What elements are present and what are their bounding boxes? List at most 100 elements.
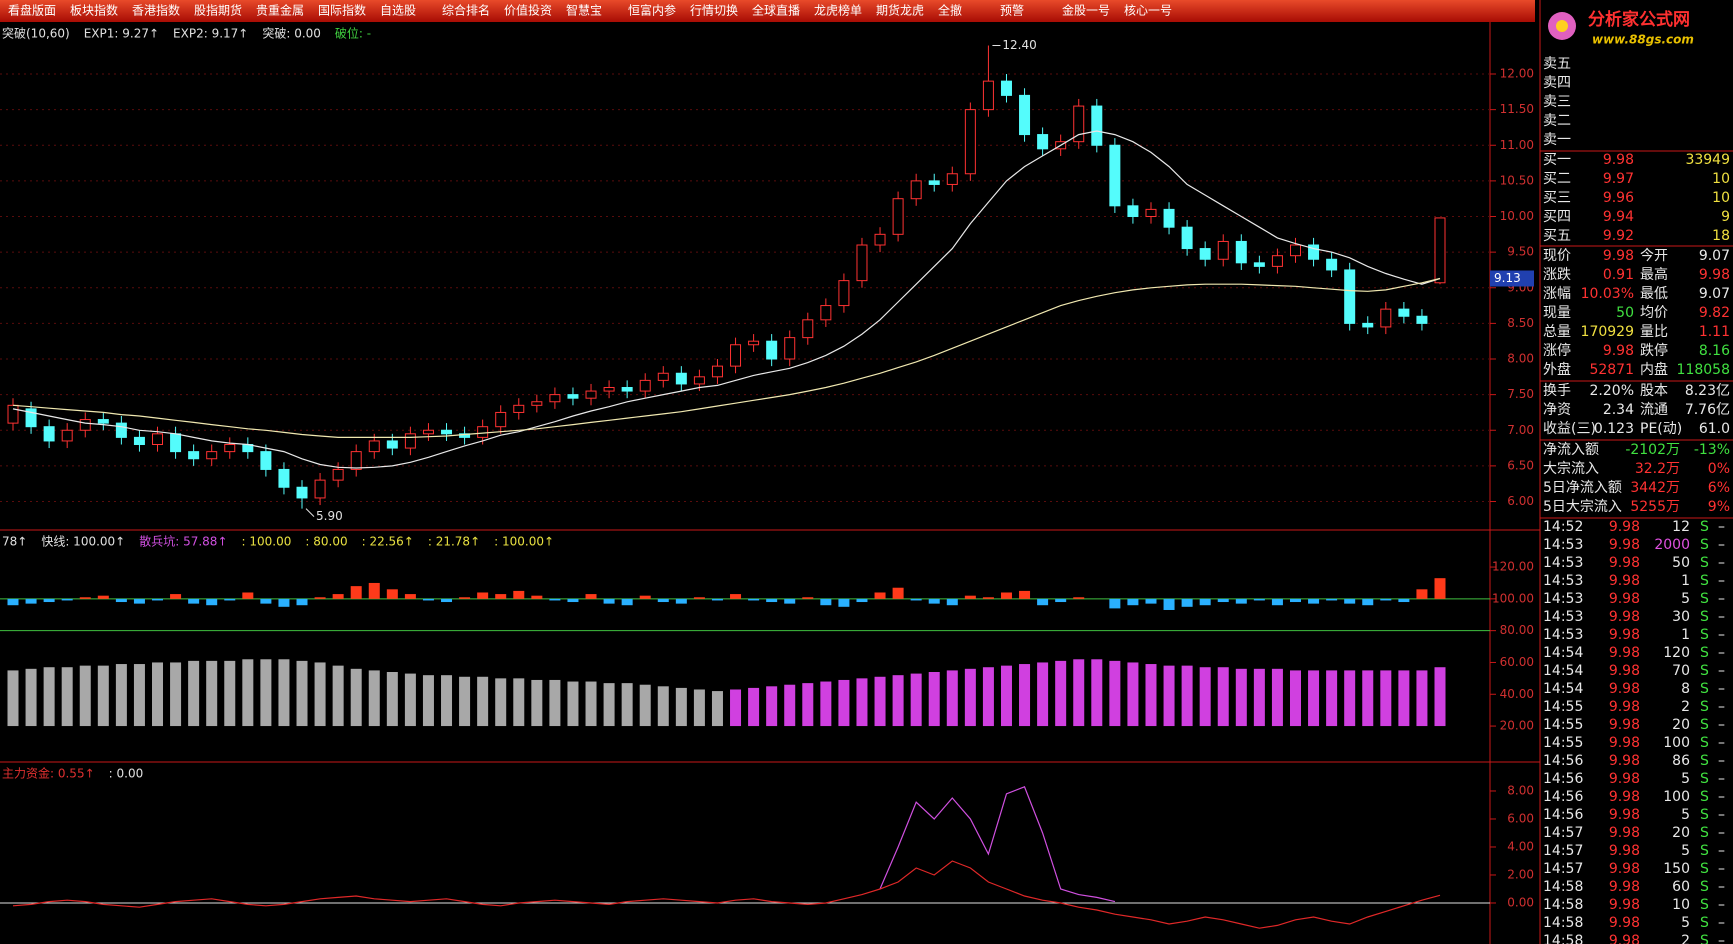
- indicator-label: 突破: 0.00: [262, 26, 321, 41]
- quote-cell: 150: [1663, 861, 1690, 877]
- quote-cell: 1: [1681, 573, 1690, 589]
- menu-item[interactable]: 预警: [1000, 3, 1024, 18]
- menu-item[interactable]: 香港指数: [132, 3, 180, 18]
- quote-cell: 60: [1672, 879, 1690, 895]
- candle-body: [928, 180, 940, 185]
- candle-body: [260, 451, 272, 470]
- quote-cell: 10: [1672, 897, 1690, 913]
- level-bar: [675, 687, 687, 727]
- quote-cell: 14:58: [1543, 915, 1583, 931]
- candle-body: [278, 468, 290, 488]
- osc-bar: [43, 598, 55, 603]
- quote-cell: 买三: [1543, 190, 1571, 206]
- y-tick-label: 20.00: [1500, 719, 1534, 733]
- level-bar: [242, 659, 254, 727]
- candle-body: [982, 80, 994, 111]
- quote-cell: –: [1718, 519, 1725, 535]
- quote-cell: 净资: [1543, 402, 1571, 418]
- quote-cell: 14:53: [1543, 537, 1583, 553]
- y-tick-label: 6.00: [1507, 811, 1534, 825]
- candle-body: [748, 340, 760, 346]
- level-bar: [1145, 664, 1157, 727]
- candle-body: [422, 429, 434, 435]
- osc-bar: [1380, 598, 1392, 601]
- level-bar: [97, 665, 109, 727]
- menu-item[interactable]: 自选股: [380, 4, 416, 18]
- quote-cell: 14:56: [1543, 771, 1583, 787]
- quote-cell: 9: [1721, 209, 1730, 225]
- candle-body: [1199, 248, 1211, 260]
- y-tick-label: 6.50: [1507, 458, 1534, 472]
- quote-cell: 9.98: [1609, 663, 1640, 679]
- candle-body: [1145, 208, 1157, 218]
- menu-item[interactable]: 股指期货: [194, 3, 242, 18]
- quote-cell: –: [1718, 933, 1725, 944]
- menu-item[interactable]: 贵重金属: [256, 3, 304, 18]
- quote-cell: 8.16: [1699, 343, 1730, 359]
- indicator-label: EXP1: 9.27↑: [84, 27, 159, 41]
- quote-cell: 9.98: [1609, 591, 1640, 607]
- menu-item[interactable]: 综合排名: [442, 3, 490, 18]
- candle-body: [946, 173, 958, 185]
- quote-cell: 10: [1712, 190, 1730, 206]
- menu-item[interactable]: 智慧宝: [566, 3, 602, 18]
- menu-item[interactable]: 龙虎榜单: [814, 3, 862, 18]
- menu-item[interactable]: 金股一号: [1062, 3, 1110, 18]
- quote-cell: 量比: [1640, 324, 1668, 340]
- menu-item[interactable]: 全撤: [938, 3, 962, 18]
- candle-body: [495, 411, 507, 428]
- quote-cell: 14:58: [1543, 897, 1583, 913]
- quote-cell: –: [1718, 807, 1725, 823]
- quote-cell: –: [1718, 555, 1725, 571]
- quote-cell: –: [1718, 537, 1725, 553]
- candle-body: [332, 468, 344, 481]
- quote-cell: 32.2万: [1635, 461, 1680, 477]
- quote-cell: 9%: [1708, 499, 1730, 515]
- menu-item[interactable]: 核心一号: [1124, 4, 1172, 18]
- level-bar: [441, 675, 453, 727]
- osc-bar: [964, 595, 976, 599]
- indicator-label: EXP2: 9.17↑: [173, 27, 248, 41]
- quote-cell: 70: [1672, 663, 1690, 679]
- quote-cell: 20: [1672, 717, 1690, 733]
- logo: 分析家公式网 www.88gs.com: [1548, 9, 1694, 47]
- quote-cell: 9.98: [1609, 681, 1640, 697]
- quote-cell: 5: [1681, 771, 1690, 787]
- quote-cell: 14:56: [1543, 789, 1583, 805]
- indicator-label: : 22.56↑: [362, 535, 414, 549]
- quote-cell: –: [1718, 771, 1725, 787]
- quote-cell: 5: [1681, 915, 1690, 931]
- quote-cell: PE(动): [1640, 421, 1682, 437]
- quote-cell: S: [1700, 609, 1709, 625]
- menu-item[interactable]: 价值投资: [504, 3, 552, 18]
- level-bar: [982, 667, 994, 727]
- annotation-pointer: [305, 508, 315, 517]
- menu-item[interactable]: 恒富内参: [628, 3, 676, 18]
- quote-cell: 现价: [1543, 248, 1571, 264]
- quote-cell: 9.98: [1609, 879, 1640, 895]
- menu-item[interactable]: 期货龙虎: [876, 3, 924, 18]
- menu-item[interactable]: 行情切换: [690, 4, 738, 18]
- quote-cell: 卖二: [1543, 113, 1571, 129]
- quote-cell: 9.98: [1609, 735, 1640, 751]
- level-bar: [567, 681, 579, 727]
- quote-cell: 9.98: [1609, 915, 1640, 931]
- level-bar: [693, 689, 705, 727]
- candle-body: [1127, 205, 1139, 218]
- quote-cell: 大宗流入: [1543, 461, 1599, 477]
- level-bar: [404, 673, 416, 727]
- candle-body: [603, 387, 615, 392]
- menu-item[interactable]: 看盘版面: [8, 3, 56, 18]
- quote-cell: 净流入额: [1543, 442, 1599, 458]
- menu-item[interactable]: 国际指数: [318, 3, 366, 18]
- candle-body: [1181, 226, 1193, 250]
- quote-cell: S: [1700, 735, 1709, 751]
- candle-body: [820, 305, 832, 321]
- indicator-line: [12, 277, 1441, 438]
- quote-cell: S: [1700, 591, 1709, 607]
- quote-cell: 14:56: [1543, 807, 1583, 823]
- menu-item[interactable]: 全球直播: [752, 3, 800, 18]
- menu-item[interactable]: 板块指数: [70, 3, 118, 18]
- quote-cell: S: [1700, 807, 1709, 823]
- quote-cell: 14:54: [1543, 663, 1583, 679]
